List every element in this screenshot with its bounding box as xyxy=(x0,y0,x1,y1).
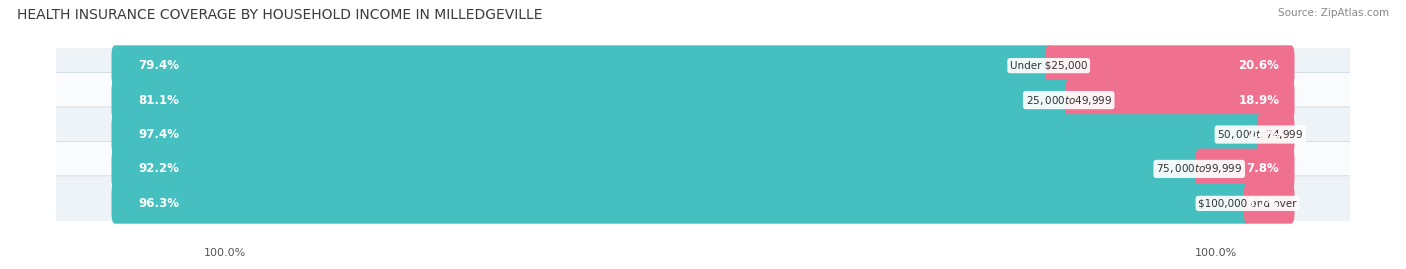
FancyBboxPatch shape xyxy=(52,38,1354,93)
FancyBboxPatch shape xyxy=(52,141,1354,196)
FancyBboxPatch shape xyxy=(1066,80,1295,121)
Text: $100,000 and over: $100,000 and over xyxy=(1198,198,1296,208)
Text: Source: ZipAtlas.com: Source: ZipAtlas.com xyxy=(1278,8,1389,18)
Text: 3.7%: 3.7% xyxy=(1247,197,1279,210)
FancyBboxPatch shape xyxy=(1244,183,1295,224)
Text: 96.3%: 96.3% xyxy=(139,197,180,210)
FancyBboxPatch shape xyxy=(52,176,1354,231)
Text: 92.2%: 92.2% xyxy=(139,162,180,175)
Text: 81.1%: 81.1% xyxy=(139,94,180,107)
Text: Under $25,000: Under $25,000 xyxy=(1010,61,1087,71)
Text: 2.6%: 2.6% xyxy=(1247,128,1279,141)
Text: 97.4%: 97.4% xyxy=(139,128,180,141)
Text: $75,000 to $99,999: $75,000 to $99,999 xyxy=(1156,162,1243,175)
Text: 100.0%: 100.0% xyxy=(1195,248,1237,258)
FancyBboxPatch shape xyxy=(1195,148,1295,189)
FancyBboxPatch shape xyxy=(52,73,1354,128)
FancyBboxPatch shape xyxy=(1045,45,1295,86)
FancyBboxPatch shape xyxy=(52,107,1354,162)
Text: 18.9%: 18.9% xyxy=(1239,94,1279,107)
Text: 100.0%: 100.0% xyxy=(204,248,246,258)
Text: $50,000 to $74,999: $50,000 to $74,999 xyxy=(1218,128,1303,141)
Text: 20.6%: 20.6% xyxy=(1239,59,1279,72)
FancyBboxPatch shape xyxy=(111,45,1052,86)
FancyBboxPatch shape xyxy=(1257,114,1295,155)
Text: HEALTH INSURANCE COVERAGE BY HOUSEHOLD INCOME IN MILLEDGEVILLE: HEALTH INSURANCE COVERAGE BY HOUSEHOLD I… xyxy=(17,8,543,22)
Text: 79.4%: 79.4% xyxy=(139,59,180,72)
Text: $25,000 to $49,999: $25,000 to $49,999 xyxy=(1025,94,1112,107)
FancyBboxPatch shape xyxy=(111,148,1202,189)
Text: 7.8%: 7.8% xyxy=(1247,162,1279,175)
FancyBboxPatch shape xyxy=(111,114,1264,155)
FancyBboxPatch shape xyxy=(111,183,1251,224)
FancyBboxPatch shape xyxy=(111,80,1073,121)
